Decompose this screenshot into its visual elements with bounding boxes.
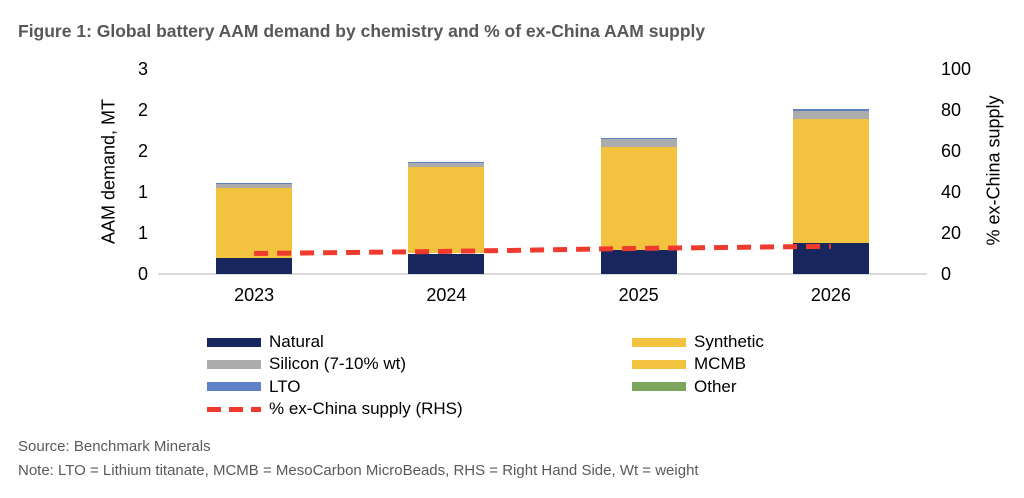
right-tick-label: 100 — [941, 59, 972, 79]
category-label: 2023 — [234, 285, 275, 305]
figure-title: Figure 1: Global battery AAM demand by c… — [18, 21, 706, 41]
bar-segment-natural — [216, 257, 293, 274]
x-axis-baseline — [158, 273, 927, 275]
legend-left-column: Natural Silicon (7-10% wt) LTO % ex-China s… — [207, 331, 463, 420]
bar-segment-synthetic — [792, 118, 869, 243]
legend-swatch — [207, 359, 261, 369]
legend-label: Other — [694, 376, 737, 396]
legend-swatch — [207, 382, 261, 392]
left-axis-title: AAM demand, MT — [98, 98, 119, 245]
legend-swatch — [632, 382, 686, 392]
bar-segment-natural — [600, 250, 677, 274]
legend-label: Silicon (7-10% wt) — [269, 354, 406, 374]
bar-segment-natural — [408, 253, 485, 274]
legend-row: LTO — [207, 376, 463, 398]
left-tick-label: 1 — [137, 182, 148, 202]
legend-row: Synthetic — [632, 331, 764, 353]
bar-segment-silicon-7-10-wt- — [792, 110, 869, 119]
left-tick-label: 1 — [137, 223, 148, 243]
legend-row: Silicon (7-10% wt) — [207, 353, 463, 375]
legend-swatch — [207, 337, 261, 347]
legend-swatch — [632, 337, 686, 347]
legend-row: Other — [632, 376, 764, 398]
bar-segment-natural — [792, 242, 869, 274]
legend-row: MCMB — [632, 353, 764, 375]
bar-segment-silicon-7-10-wt- — [216, 183, 293, 188]
bar-segment-lto — [216, 183, 293, 184]
legend-right-column: Synthetic MCMB Other — [632, 331, 764, 398]
legend-label: MCMB — [694, 354, 746, 374]
source-line: Source: Benchmark Minerals — [18, 438, 211, 455]
left-tick-label: 3 — [137, 59, 148, 79]
bar-segment-synthetic — [216, 187, 293, 258]
legend-label: Natural — [269, 332, 324, 352]
bar-segment-lto — [408, 161, 485, 163]
bar-segment-synthetic — [600, 146, 677, 251]
legend-swatch — [632, 359, 686, 369]
bar-segment-silicon-7-10-wt- — [408, 162, 485, 168]
category-label: 2026 — [810, 285, 851, 305]
right-tick-label: 80 — [941, 100, 962, 120]
left-tick-label: 0 — [137, 264, 148, 284]
right-tick-label: 20 — [941, 223, 962, 243]
legend-dash-swatch — [207, 406, 261, 412]
bar-segment-synthetic — [408, 167, 485, 254]
legend-label: LTO — [269, 376, 301, 396]
bar-segment-lto — [792, 108, 869, 111]
legend-row: % ex-China supply (RHS) — [207, 398, 463, 420]
right-tick-label: 0 — [941, 264, 952, 284]
bar-segment-silicon-7-10-wt- — [600, 139, 677, 147]
note-line: Note: LTO = Lithium titanate, MCMB = Mes… — [18, 462, 699, 479]
bar-segment-lto — [600, 138, 677, 140]
category-label: 2024 — [426, 285, 467, 305]
right-tick-label: 60 — [941, 141, 962, 161]
right-axis-title: % ex-China supply — [983, 95, 1004, 246]
category-label: 2025 — [618, 285, 659, 305]
legend-row: Natural — [207, 331, 463, 353]
right-tick-label: 40 — [941, 182, 962, 202]
left-tick-label: 2 — [137, 100, 148, 120]
legend-label: % ex-China supply (RHS) — [269, 399, 463, 419]
legend-label: Synthetic — [694, 332, 764, 352]
dashed-line-path — [254, 243, 831, 256]
left-tick-label: 2 — [137, 141, 148, 161]
